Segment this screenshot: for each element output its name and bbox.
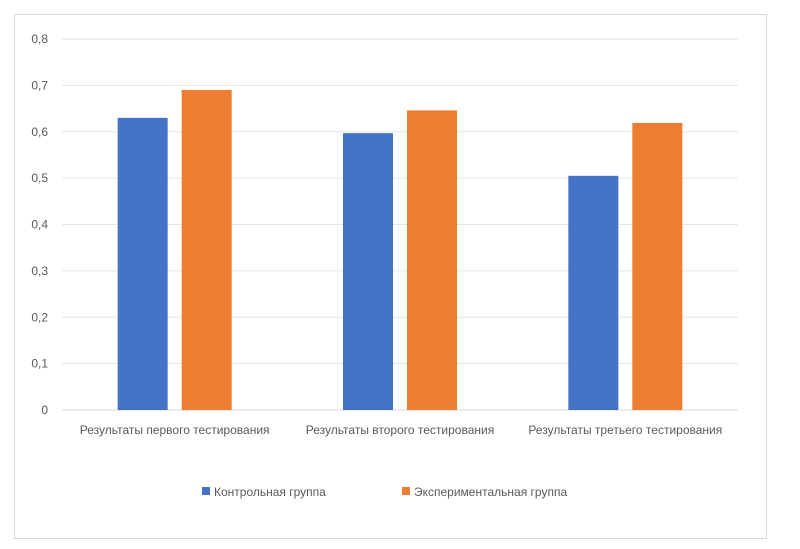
y-tick-label: 0,2 [31, 310, 48, 324]
legend-entry-label: Экспериментальная группа [414, 485, 567, 499]
y-tick-label: 0,8 [31, 32, 48, 46]
y-tick-label: 0,1 [31, 357, 48, 371]
bar [407, 110, 457, 410]
y-tick-label: 0,7 [31, 78, 48, 92]
gridlines [62, 38, 738, 411]
y-tick-label: 0,4 [31, 218, 48, 232]
y-tick-label: 0 [41, 403, 48, 417]
x-category-label: Результаты второго тестирования [306, 423, 494, 437]
legend-entry-label: Контрольная группа [214, 485, 326, 499]
legend: Контрольная группа Экспериментальная груп… [202, 485, 567, 499]
legend-swatch [202, 487, 210, 495]
bar [632, 122, 683, 410]
y-tick-label: 0,3 [31, 264, 48, 278]
x-axis-category-labels: Результаты первого тестирования Результат… [80, 423, 722, 437]
bar [343, 133, 393, 411]
legend-swatch [402, 487, 410, 495]
bar [117, 117, 168, 411]
y-tick-label: 0,6 [31, 125, 48, 139]
bar [568, 175, 619, 410]
x-category-label: Результаты третьего тестирования [528, 423, 722, 437]
y-tick-label: 0,5 [31, 171, 48, 185]
x-category-label: Результаты первого тестирования [80, 423, 270, 437]
bars [117, 90, 683, 411]
y-axis-tick-labels: 0 0,1 0,2 0,3 0,4 0,5 0,6 0,7 0,8 [31, 32, 48, 417]
bar [181, 90, 232, 410]
